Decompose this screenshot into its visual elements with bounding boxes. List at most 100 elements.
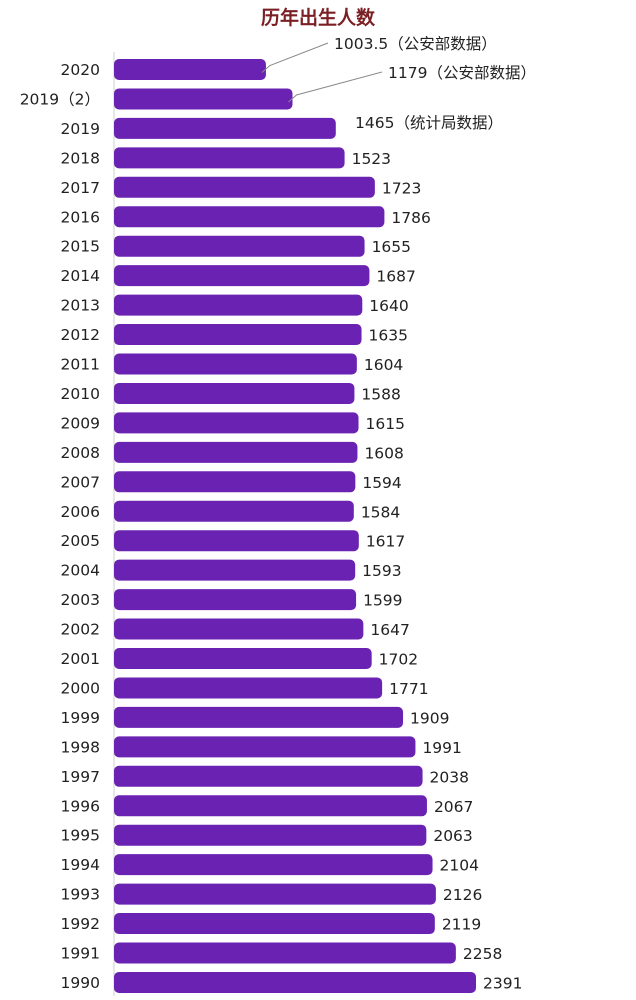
category-label: 2007 [61,473,100,491]
bar-2017 [114,176,375,198]
bar-2019 [114,117,336,139]
value-label: 1608 [364,444,403,462]
value-label: 1702 [379,651,418,669]
labels-layer: 2020 1003.5（公安部数据） 2019（2） 1179（公安部数据） 2019 1… [20,35,536,992]
value-label: 1604 [364,356,403,374]
value-label: 1786 [391,209,430,227]
value-label: 1594 [362,474,401,492]
bar-1998 [114,736,416,758]
bar-2003 [114,589,357,611]
leader-line [288,71,383,103]
bar-2005 [114,530,359,552]
bar-1991 [114,942,456,964]
bar-1993 [114,883,436,905]
category-label: 1994 [61,856,100,874]
category-label: 2019 [61,120,100,138]
bar-1997 [114,765,423,787]
bar-1999 [114,706,404,728]
value-label: 1615 [366,415,405,433]
value-label: 1647 [370,621,409,639]
value-label: 1640 [369,297,408,315]
value-label: 2067 [434,798,473,816]
category-label: 1991 [61,945,100,963]
category-label: 2013 [61,297,100,315]
value-label: 2119 [442,916,481,934]
value-label: 2126 [443,886,482,904]
value-label: 2104 [440,857,479,875]
bar-2007 [114,471,356,493]
value-label: 1687 [376,268,415,286]
value-label: 1991 [422,739,461,757]
value-label: 2038 [430,768,469,786]
category-label: 2002 [61,621,100,639]
category-label: 2012 [61,326,100,344]
bar-2014 [114,265,370,287]
bar-2013 [114,294,363,316]
bar-2011 [114,353,357,375]
bar-1992 [114,913,435,935]
bar-2000 [114,677,383,699]
bar-1990 [114,971,476,993]
value-label: 2391 [483,974,522,992]
category-label: 1996 [61,797,100,815]
bar-1995 [114,824,427,846]
value-label: 1593 [362,562,401,580]
value-label: 1003.5（公安部数据） [334,35,497,53]
category-label: 2016 [61,208,100,226]
bar-1996 [114,795,427,817]
category-label: 2001 [61,650,100,668]
bar-2009 [114,412,359,434]
category-label: 2010 [61,385,100,403]
category-label: 1998 [61,738,100,756]
category-label: 2004 [61,562,100,580]
value-label: 1655 [372,238,411,256]
category-label: 2011 [61,356,100,374]
category-label: 2008 [61,444,100,462]
value-label: 1179（公安部数据） [388,64,536,82]
category-label: 1999 [61,709,100,727]
value-label: 1723 [382,179,421,197]
category-label: 2005 [61,532,100,550]
value-label: 1909 [410,709,449,727]
category-label: 2000 [61,679,100,697]
category-label: 2020 [61,61,100,79]
value-label: 1771 [389,680,428,698]
bar-2018 [114,147,345,169]
bar-2020 [114,59,266,80]
chart-title: 历年出生人数 [261,6,376,29]
category-label: 2018 [61,149,100,167]
category-label: 2006 [61,503,100,521]
category-label: 2019（2） [20,90,100,108]
bar-2016 [114,206,385,228]
bar-2010 [114,382,355,404]
value-label: 1588 [361,385,400,403]
bar-2004 [114,559,356,581]
value-label: 2258 [463,945,502,963]
category-label: 1990 [61,974,100,992]
value-label: 1599 [363,592,402,610]
category-label: 2003 [61,591,100,609]
value-label: 2063 [433,827,472,845]
category-label: 1992 [61,915,100,933]
category-label: 2015 [61,238,100,256]
bar-2019（2） [114,88,293,110]
bar-2015 [114,235,365,257]
category-label: 2014 [61,267,100,285]
bar-2006 [114,500,354,522]
bars-layer [114,59,476,993]
category-label: 1995 [61,827,100,845]
bar-2008 [114,441,358,463]
category-label: 1997 [61,768,100,786]
category-label: 2009 [61,414,100,432]
value-label: 1584 [361,503,400,521]
bar-1994 [114,854,433,876]
bar-2012 [114,324,362,346]
category-label: 1993 [61,886,100,904]
bar-2002 [114,618,364,640]
leader-line [261,42,329,73]
value-label: 1523 [352,150,391,168]
value-label: 1617 [366,533,405,551]
value-label: 1465（统计局数据） [355,114,503,132]
value-label: 1635 [369,327,408,345]
